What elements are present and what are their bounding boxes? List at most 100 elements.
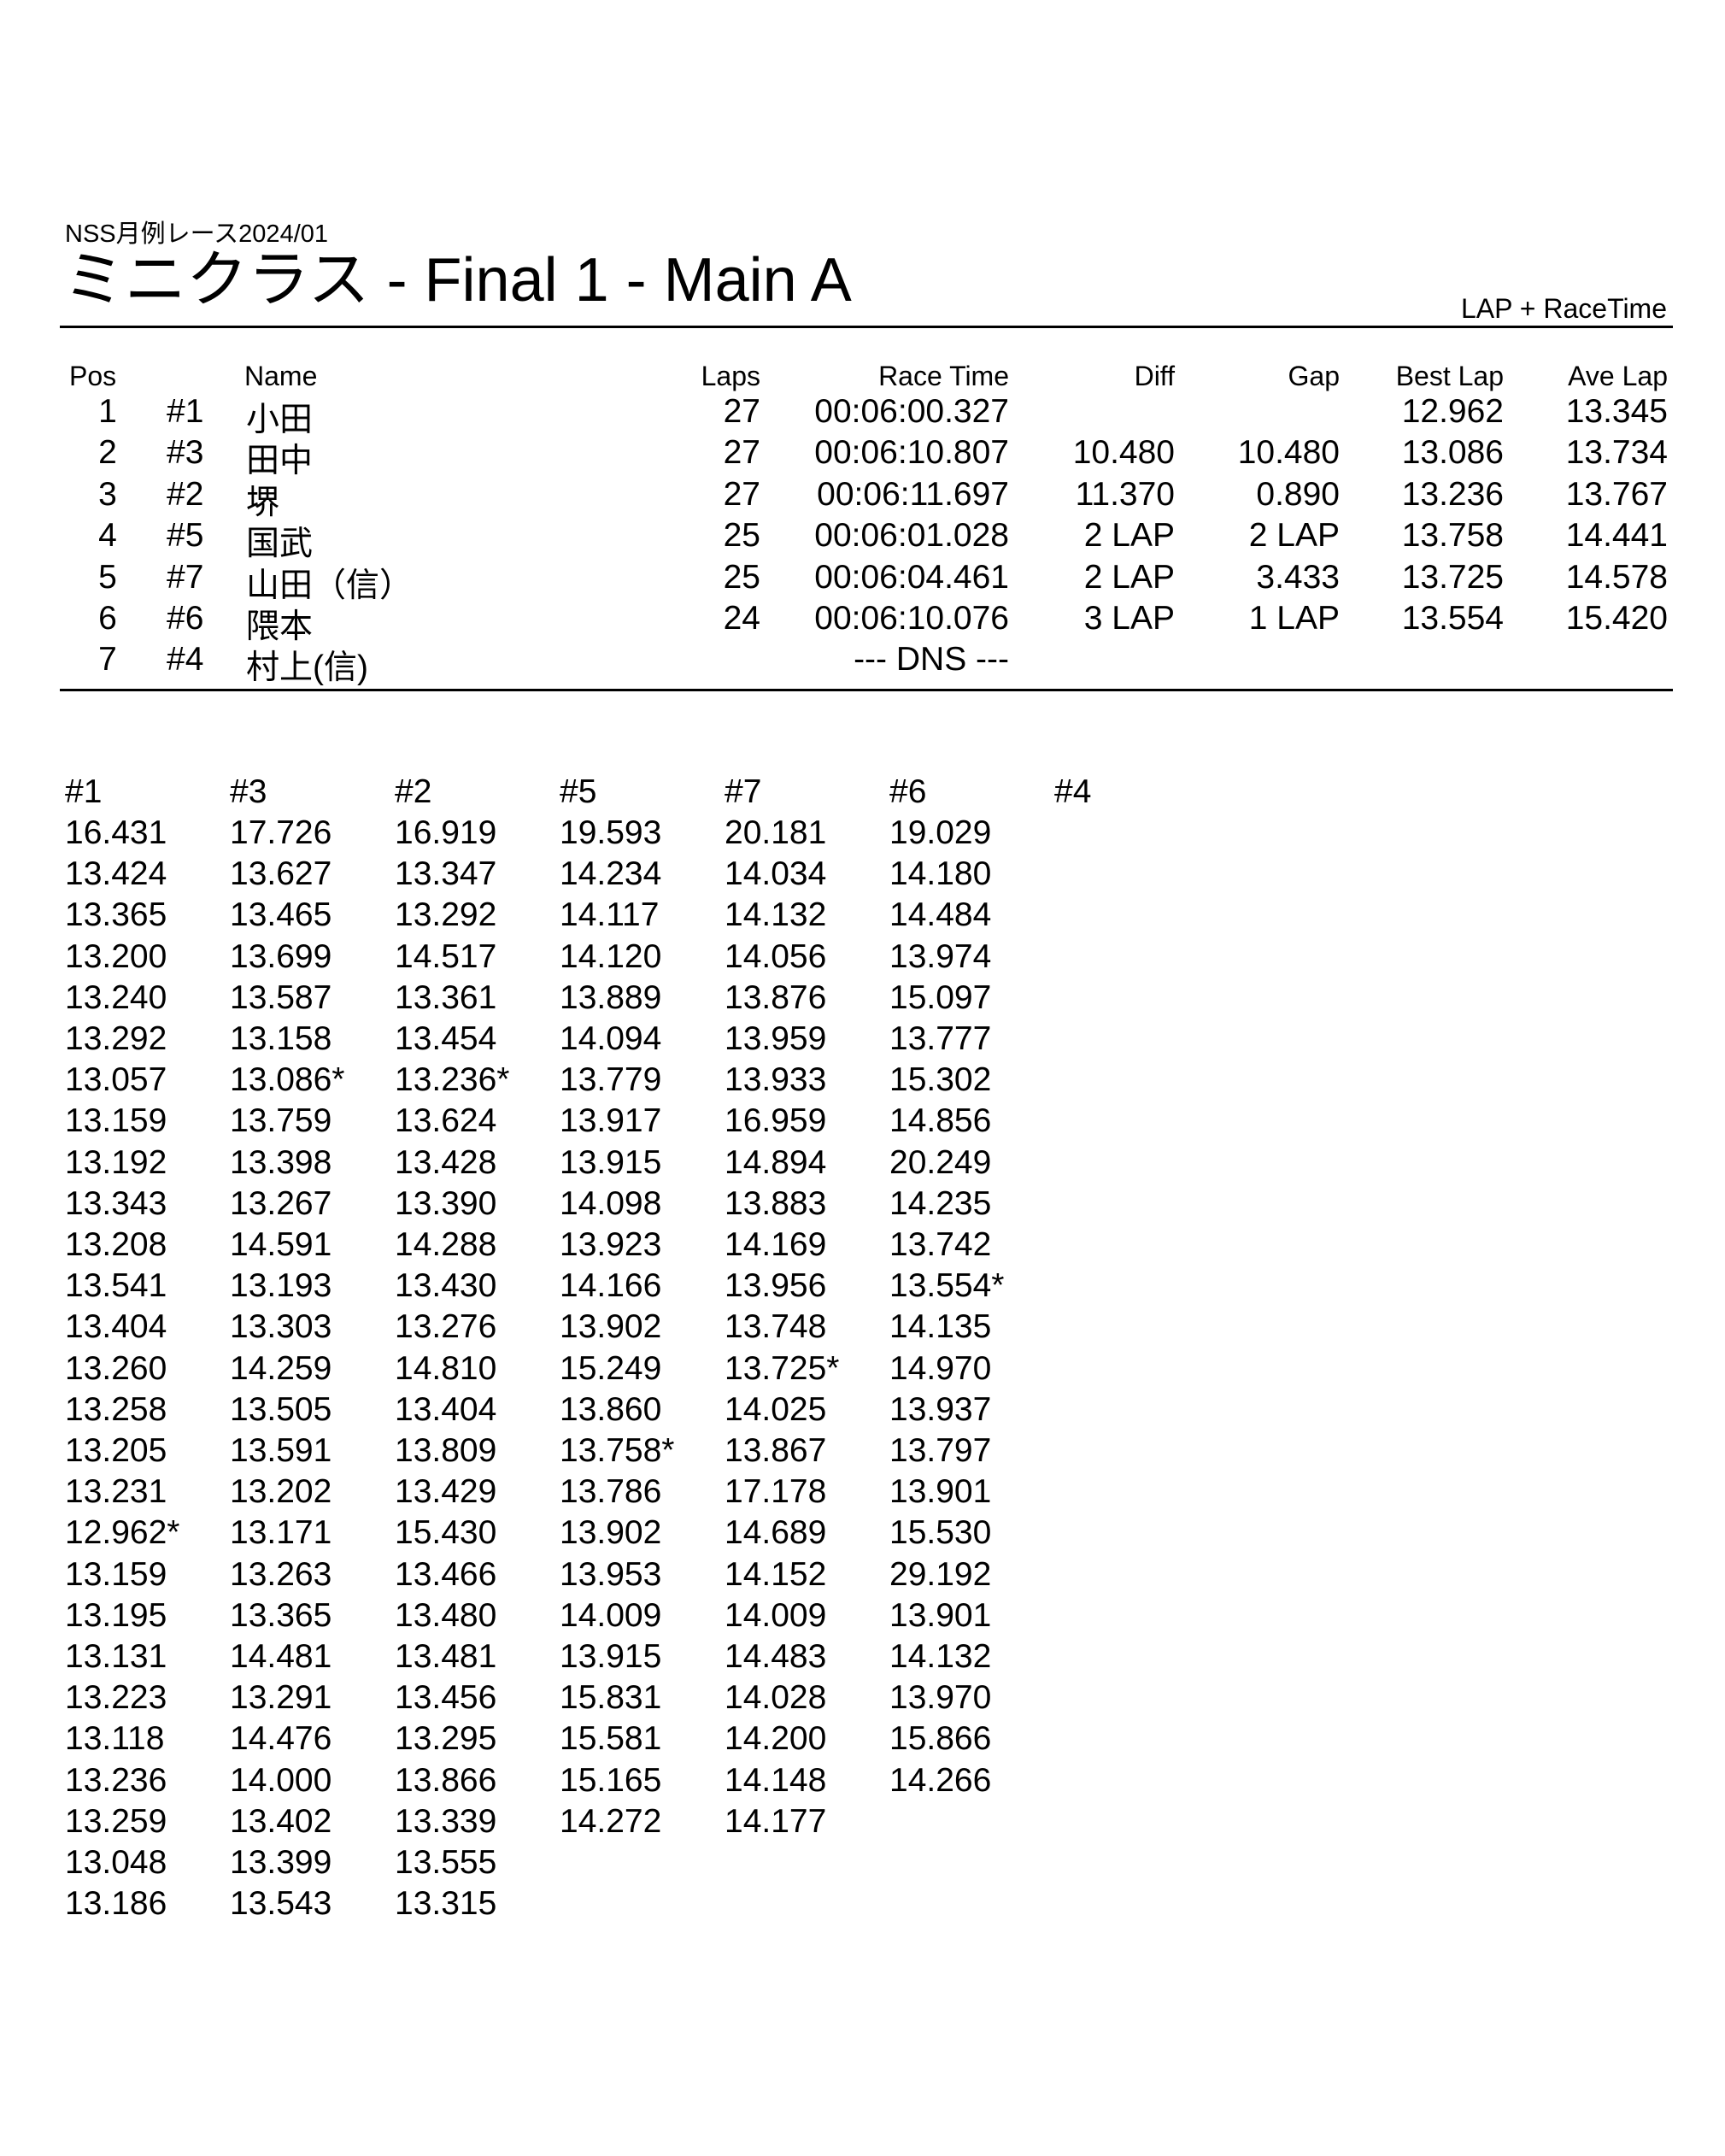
cell-gap: 3.433 xyxy=(1256,558,1340,596)
cell-gap: 1 LAP xyxy=(1248,600,1340,637)
lap-time: 13.866 xyxy=(395,1761,497,1799)
lap-time: 13.959 xyxy=(725,1020,827,1057)
cell-diff: 10.480 xyxy=(1072,434,1175,472)
cell-pos: 1 xyxy=(98,393,117,430)
cell-best-lap: 13.758 xyxy=(1401,517,1504,555)
lap-time: 13.263 xyxy=(230,1555,332,1593)
lap-time: 13.315 xyxy=(395,1885,497,1923)
cell-ave-lap: 15.420 xyxy=(1565,600,1668,637)
lap-time: 14.481 xyxy=(230,1638,332,1675)
lap-time: 14.028 xyxy=(725,1679,827,1717)
lap-time: 13.424 xyxy=(65,855,167,893)
lap-time: 13.915 xyxy=(560,1638,662,1675)
lap-time: 13.048 xyxy=(65,1844,167,1881)
lap-time: 14.000 xyxy=(230,1761,332,1799)
cell-laps: 27 xyxy=(723,475,760,513)
lap-time: 14.034 xyxy=(725,855,827,893)
lap-time: 14.009 xyxy=(560,1596,662,1634)
lap-time: 13.777 xyxy=(889,1020,992,1057)
lap-time: 13.970 xyxy=(889,1679,992,1717)
lap-time: 13.404 xyxy=(65,1308,167,1346)
lap-time: 13.797 xyxy=(889,1432,992,1469)
cell-pos: 7 xyxy=(98,641,117,679)
lap-time: 15.866 xyxy=(889,1720,992,1758)
col-header-ave-lap: Ave Lap xyxy=(1568,361,1668,391)
lap-time: 14.970 xyxy=(889,1349,992,1387)
lap-time: 13.428 xyxy=(395,1143,497,1181)
lap-time: 13.398 xyxy=(230,1143,332,1181)
cell-diff: 2 LAP xyxy=(1083,517,1175,555)
cell-pos: 3 xyxy=(98,475,117,513)
lap-time: 14.856 xyxy=(889,1102,992,1140)
cell-laps: 25 xyxy=(723,558,760,596)
lap-column-header: #5 xyxy=(560,773,597,810)
lap-time: 14.098 xyxy=(560,1184,662,1222)
lap-column-header: #1 xyxy=(65,773,103,810)
cell-car: #3 xyxy=(167,434,204,472)
col-header-diff: Diff xyxy=(1134,361,1175,391)
lap-time: 13.923 xyxy=(560,1226,662,1263)
cell-car: #4 xyxy=(167,641,204,679)
cell-race-time: 00:06:01.028 xyxy=(814,517,1009,555)
lap-time: 13.347 xyxy=(395,855,497,893)
cell-ave-lap: 14.441 xyxy=(1565,517,1668,555)
lap-time: 19.029 xyxy=(889,814,992,851)
lap-time: 16.919 xyxy=(395,814,497,851)
cell-race-time: 00:06:04.461 xyxy=(814,558,1009,596)
lap-time: 14.135 xyxy=(889,1308,992,1346)
lap-time: 14.266 xyxy=(889,1761,992,1799)
cell-diff: 2 LAP xyxy=(1083,558,1175,596)
lap-time: 13.758* xyxy=(560,1432,675,1469)
lap-time: 13.390 xyxy=(395,1184,497,1222)
lap-time: 15.302 xyxy=(889,1061,992,1099)
cell-laps: 24 xyxy=(723,600,760,637)
lap-time: 13.917 xyxy=(560,1102,662,1140)
lap-time: 13.624 xyxy=(395,1102,497,1140)
lap-time: 14.483 xyxy=(725,1638,827,1675)
col-header-laps: Laps xyxy=(701,361,760,391)
lap-time: 20.181 xyxy=(725,814,827,851)
lap-time: 13.292 xyxy=(65,1020,167,1057)
lap-time: 13.231 xyxy=(65,1473,167,1511)
lap-time: 13.748 xyxy=(725,1308,827,1346)
cell-best-lap: 12.962 xyxy=(1401,393,1504,430)
lap-time: 14.056 xyxy=(725,937,827,975)
cell-car: #2 xyxy=(167,475,204,513)
lap-time: 13.295 xyxy=(395,1720,497,1758)
lap-time: 13.057 xyxy=(65,1061,167,1099)
cell-name: 堺 xyxy=(246,484,280,521)
cell-best-lap: 13.236 xyxy=(1401,475,1504,513)
lap-time: 14.200 xyxy=(725,1720,827,1758)
lap-time: 13.292 xyxy=(395,896,497,934)
lap-time: 13.236* xyxy=(395,1061,510,1099)
lap-time: 13.260 xyxy=(65,1349,167,1387)
lap-column-header: #3 xyxy=(230,773,267,810)
lap-time: 14.152 xyxy=(725,1555,827,1593)
lap-time: 13.901 xyxy=(889,1473,992,1511)
lap-time: 13.902 xyxy=(560,1514,662,1552)
lap-time: 13.086* xyxy=(230,1061,345,1099)
lap-time: 13.956 xyxy=(725,1267,827,1305)
lap-time: 13.276 xyxy=(395,1308,497,1346)
lap-time: 13.587 xyxy=(230,978,332,1016)
lap-time: 14.180 xyxy=(889,855,992,893)
lap-time: 14.235 xyxy=(889,1184,992,1222)
lap-time: 13.627 xyxy=(230,855,332,893)
lap-time: 13.192 xyxy=(65,1143,167,1181)
cell-diff: 11.370 xyxy=(1075,475,1175,513)
lap-time: 15.249 xyxy=(560,1349,662,1387)
lap-time: 13.343 xyxy=(65,1184,167,1222)
lap-time: 13.554* xyxy=(889,1267,1005,1305)
col-header-name: Name xyxy=(244,361,318,391)
lap-time: 15.430 xyxy=(395,1514,497,1552)
lap-time: 14.025 xyxy=(725,1390,827,1428)
cell-race-time: --- DNS --- xyxy=(854,641,1009,679)
lap-time: 12.962* xyxy=(65,1514,180,1552)
cell-name: 小田 xyxy=(246,402,314,438)
cell-gap: 0.890 xyxy=(1256,475,1340,513)
lap-column-header: #4 xyxy=(1054,773,1092,810)
lap-time: 13.223 xyxy=(65,1679,167,1717)
lap-time: 13.200 xyxy=(65,937,167,975)
lap-time: 16.431 xyxy=(65,814,167,851)
lap-time: 13.902 xyxy=(560,1308,662,1346)
